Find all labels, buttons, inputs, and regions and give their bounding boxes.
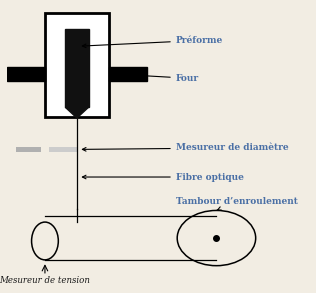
Text: Mesureur de tension: Mesureur de tension — [0, 276, 90, 285]
Text: Mesureur de diamètre: Mesureur de diamètre — [82, 144, 289, 152]
Polygon shape — [65, 107, 88, 118]
Bar — [7, 67, 45, 81]
Bar — [49, 147, 78, 152]
Bar — [16, 147, 40, 152]
Bar — [109, 67, 147, 81]
Text: Tambour d’enroulement: Tambour d’enroulement — [176, 197, 298, 210]
Bar — [45, 13, 109, 117]
Bar — [65, 29, 88, 107]
Text: Four: Four — [114, 72, 199, 83]
Text: Préforme: Préforme — [82, 36, 223, 48]
Text: Fibre optique: Fibre optique — [82, 173, 244, 182]
